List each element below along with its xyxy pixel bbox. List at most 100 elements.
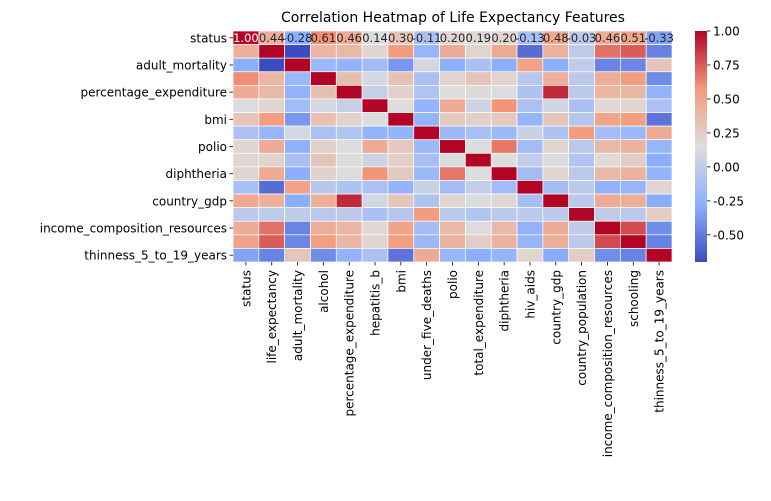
chart-title: Correlation Heatmap of Life Expectancy F… bbox=[281, 10, 625, 26]
heatmap-cell bbox=[542, 98, 570, 113]
heatmap-cell bbox=[361, 125, 389, 141]
heatmap-cell bbox=[335, 125, 363, 141]
heatmap-cell bbox=[387, 125, 415, 141]
heatmap-cell bbox=[645, 166, 673, 181]
heatmap-cell bbox=[516, 234, 544, 249]
heatmap-cell bbox=[516, 220, 544, 236]
heatmap-cell bbox=[542, 139, 570, 154]
heatmap-cell bbox=[594, 166, 621, 181]
heatmap-cell bbox=[439, 98, 466, 113]
row-tick-label: polio bbox=[198, 140, 227, 154]
heatmap-cell bbox=[439, 166, 466, 181]
heatmap-cell bbox=[620, 85, 647, 100]
heatmap-cell bbox=[542, 180, 570, 195]
heatmap-cell bbox=[439, 207, 466, 222]
heatmap-cell bbox=[387, 139, 415, 154]
heatmap-cell bbox=[361, 139, 389, 154]
heatmap-cell bbox=[413, 152, 440, 168]
heatmap-cell bbox=[284, 125, 311, 141]
heatmap-cell bbox=[542, 166, 570, 181]
heatmap-cell bbox=[490, 57, 518, 73]
heatmap-cell bbox=[361, 152, 389, 168]
heatmap-cell bbox=[361, 71, 389, 86]
row-tick-label: adult_mortality bbox=[136, 58, 227, 72]
heatmap-cell bbox=[542, 112, 570, 127]
heatmap-cell bbox=[232, 180, 260, 195]
heatmap-cell bbox=[542, 57, 570, 73]
heatmap-cell bbox=[439, 139, 466, 154]
cell-annotation: 0.44 bbox=[259, 31, 285, 45]
row-tick-label: status bbox=[190, 31, 227, 45]
heatmap-cell bbox=[258, 220, 285, 236]
heatmap-cell bbox=[568, 57, 595, 73]
heatmap-cell bbox=[387, 85, 415, 100]
heatmap-cell bbox=[620, 125, 647, 141]
heatmap-cell bbox=[258, 125, 285, 141]
heatmap-cell bbox=[361, 112, 389, 127]
heatmap-cell bbox=[310, 180, 337, 195]
heatmap-cell bbox=[645, 112, 673, 127]
heatmap-cell bbox=[284, 139, 311, 154]
heatmap-cell bbox=[335, 248, 363, 263]
heatmap-cell bbox=[232, 57, 260, 73]
heatmap-cell bbox=[310, 85, 337, 100]
heatmap-cell bbox=[284, 44, 311, 59]
heatmap-cell bbox=[465, 71, 492, 86]
column-tick-label: thinness_5_to_19_years bbox=[653, 270, 667, 413]
heatmap-cell bbox=[361, 44, 389, 59]
heatmap-cell bbox=[335, 152, 363, 168]
heatmap-cell bbox=[516, 71, 544, 86]
heatmap-cell bbox=[413, 57, 440, 73]
heatmap-cell bbox=[232, 166, 260, 181]
heatmap-cell bbox=[516, 98, 544, 113]
heatmap-cell bbox=[568, 248, 595, 263]
heatmap-cell bbox=[620, 71, 647, 86]
heatmap-cell bbox=[620, 44, 647, 59]
heatmap-cell bbox=[258, 44, 285, 59]
heatmap-cell bbox=[465, 152, 492, 168]
row-tick-labels: status adult_mortality percentage_expendit… bbox=[40, 31, 233, 263]
heatmap-cell bbox=[258, 152, 285, 168]
heatmap-cell bbox=[568, 193, 595, 208]
heatmap-cell bbox=[335, 166, 363, 181]
heatmap-cell bbox=[310, 44, 337, 59]
column-tick-label: country_gdp bbox=[549, 270, 563, 345]
heatmap-cell bbox=[387, 112, 415, 127]
heatmap-cell bbox=[465, 234, 492, 249]
heatmap-cell bbox=[387, 193, 415, 208]
heatmap-cell bbox=[413, 98, 440, 113]
heatmap-cell bbox=[284, 85, 311, 100]
heatmap-cell bbox=[387, 234, 415, 249]
heatmap-cell bbox=[620, 98, 647, 113]
heatmap-cell bbox=[413, 85, 440, 100]
heatmap-cell bbox=[413, 207, 440, 222]
heatmap-cell bbox=[310, 207, 337, 222]
row-tick-label: thinness_5_to_19_years bbox=[84, 249, 227, 263]
heatmap-cell bbox=[413, 125, 440, 141]
heatmap-cell bbox=[258, 139, 285, 154]
row-tick-label: bmi bbox=[204, 113, 227, 127]
cell-annotation: 0.20 bbox=[440, 31, 466, 45]
heatmap-cell bbox=[542, 207, 570, 222]
row-tick-label: diphtheria bbox=[166, 167, 228, 181]
column-tick-label: life_expectancy bbox=[265, 270, 279, 364]
heatmap-cell bbox=[413, 166, 440, 181]
heatmap-cell bbox=[310, 152, 337, 168]
heatmap-cell bbox=[335, 98, 363, 113]
heatmap-cell bbox=[284, 57, 311, 73]
heatmap-cell bbox=[594, 207, 621, 222]
heatmap-cell bbox=[335, 71, 363, 86]
heatmap-cell bbox=[232, 193, 260, 208]
heatmap-cell bbox=[594, 152, 621, 168]
heatmap-cell bbox=[232, 98, 260, 113]
column-tick-label: under_five_deaths bbox=[420, 270, 434, 380]
colorbar-gradient bbox=[695, 31, 707, 262]
heatmap-cell bbox=[490, 139, 518, 154]
heatmap-cell bbox=[594, 98, 621, 113]
heatmap-cell bbox=[542, 44, 570, 59]
colorbar-tick-label: 0.50 bbox=[713, 92, 740, 106]
heatmap-cell bbox=[490, 193, 518, 208]
cell-annotation: 0.51 bbox=[620, 31, 646, 45]
heatmap-cell bbox=[335, 44, 363, 59]
